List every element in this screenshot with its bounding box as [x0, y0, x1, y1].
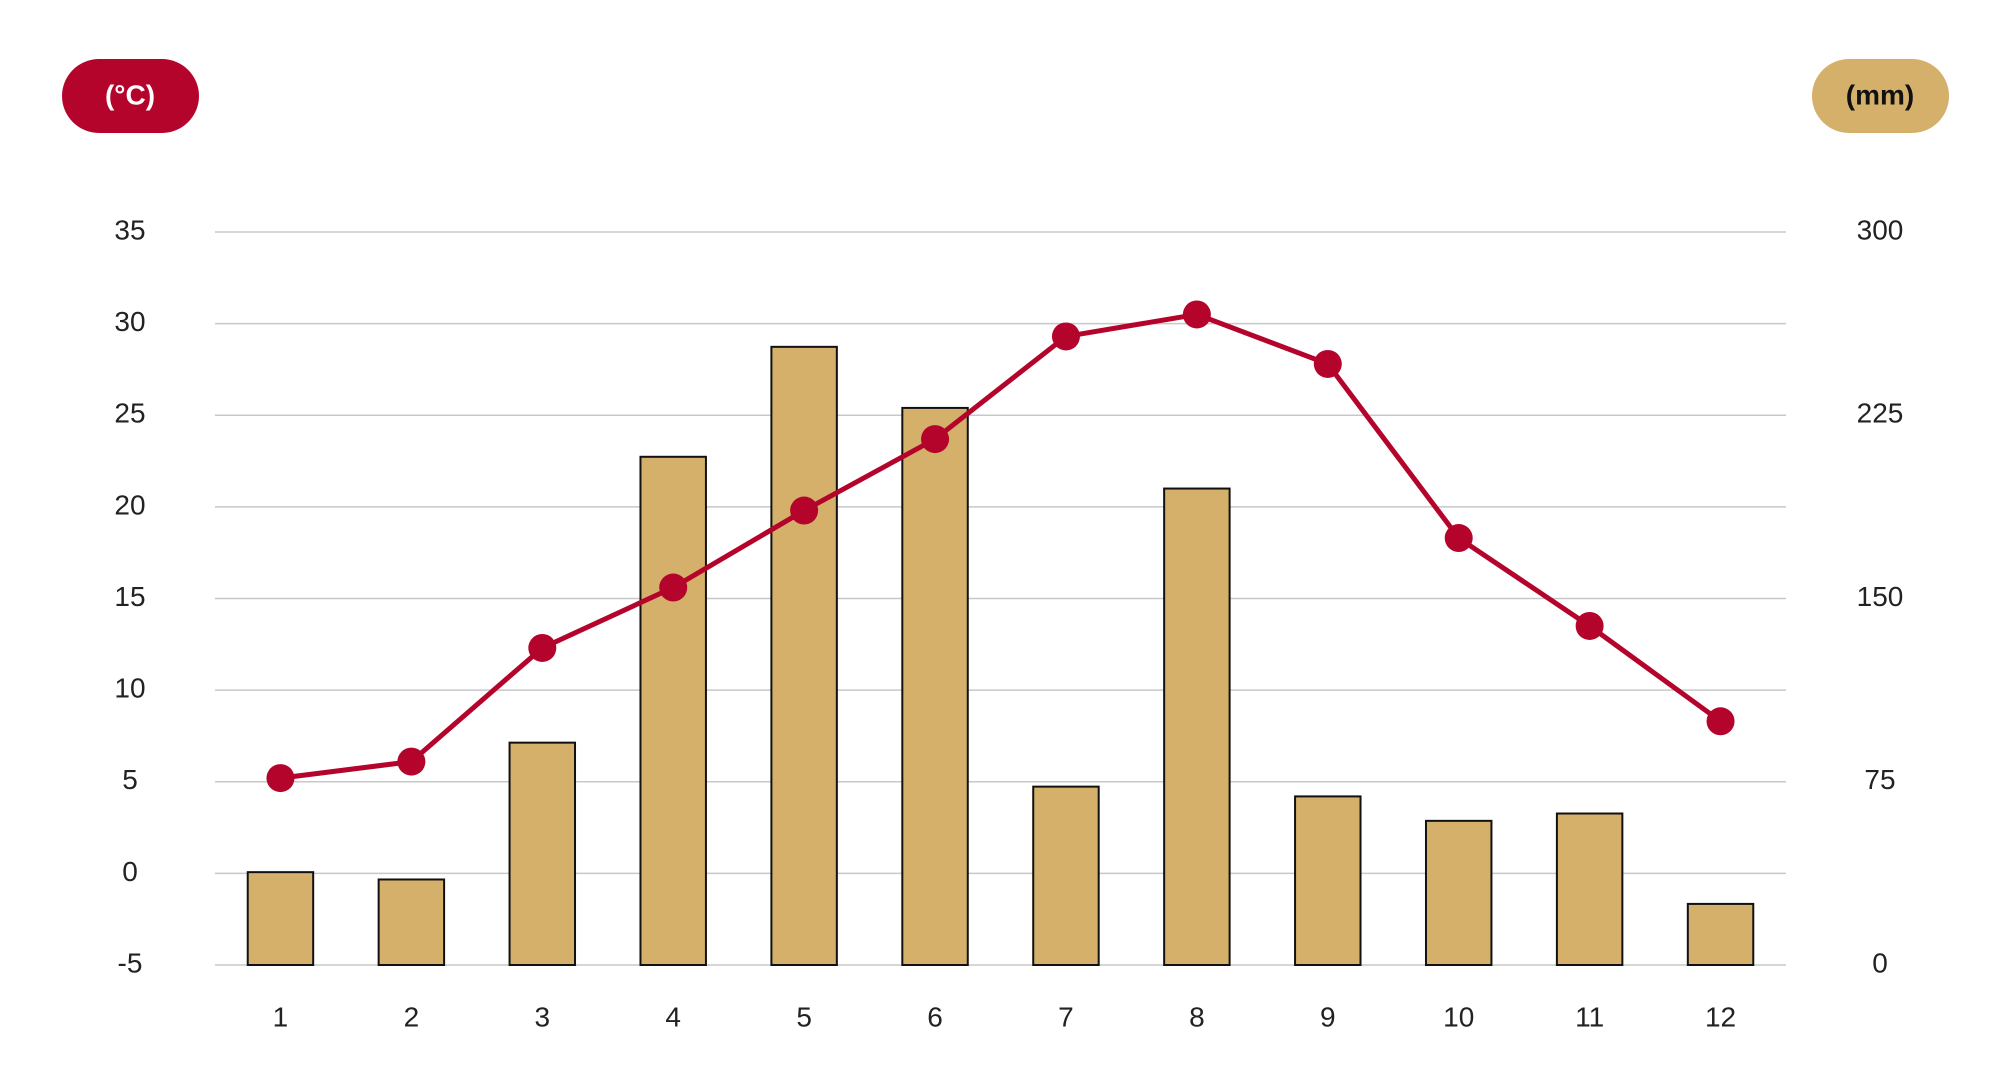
x-tick-label: 10 [1443, 1001, 1474, 1032]
y2-tick-label: 75 [1864, 764, 1895, 795]
y-tick-label: -5 [118, 947, 143, 978]
bar [1032, 785, 1100, 966]
y-tick-label: 15 [114, 581, 145, 612]
bar [1424, 819, 1493, 966]
temperature-point [1182, 300, 1211, 329]
bar [1294, 795, 1362, 966]
x-tick-label: 12 [1705, 1001, 1736, 1032]
temperature-point [921, 425, 950, 454]
y2-tick-label: 150 [1857, 581, 1904, 612]
temperature-point [1313, 349, 1342, 378]
x-tick-label: 11 [1575, 1001, 1604, 1032]
x-tick-label: 7 [1058, 1001, 1074, 1032]
bar [639, 455, 707, 966]
bar [246, 871, 315, 966]
y-tick-label: 25 [114, 398, 145, 429]
y-tick-label: 30 [114, 306, 145, 337]
bar [377, 878, 446, 967]
bar [770, 345, 838, 966]
y-axis-label: (°C) [105, 79, 155, 110]
temperature-point [1575, 611, 1604, 640]
y-tick-label: 20 [114, 489, 145, 520]
temperature-line [280, 311, 1723, 781]
y-tick-label: 10 [114, 673, 145, 704]
temperature-point [1706, 707, 1735, 736]
x-tick-label: 4 [665, 1001, 681, 1032]
bar [901, 406, 969, 967]
temperature-point [790, 496, 819, 525]
temperature-point [1444, 524, 1473, 553]
y2-axis-label: (mm) [1846, 79, 1914, 110]
x-tick-label: 5 [796, 1001, 812, 1032]
y-axis-badge [62, 59, 199, 133]
y-tick-label: 5 [122, 764, 138, 795]
y2-tick-label: 225 [1857, 398, 1904, 429]
temperature-point [659, 573, 688, 602]
bar [1163, 487, 1231, 966]
x-tick-label: 8 [1189, 1001, 1205, 1032]
y2-tick-label: 0 [1872, 947, 1888, 978]
bar [1686, 902, 1755, 967]
y2-axis-badge [1812, 59, 1949, 133]
temperature-point [266, 764, 295, 793]
temperature-point [528, 633, 557, 662]
x-tick-label: 6 [927, 1001, 943, 1032]
x-tick-label: 1 [273, 1001, 289, 1032]
y2-tick-label: 300 [1857, 214, 1904, 245]
bar [1555, 812, 1624, 966]
temperature-point [397, 747, 426, 776]
bar [508, 741, 577, 967]
y-tick-label: 35 [114, 214, 145, 245]
x-tick-label: 2 [404, 1001, 420, 1032]
x-tick-label: 9 [1320, 1001, 1336, 1032]
temperature-point [1051, 322, 1080, 351]
x-tick-label: 3 [535, 1001, 551, 1032]
y-tick-label: 0 [122, 856, 138, 887]
